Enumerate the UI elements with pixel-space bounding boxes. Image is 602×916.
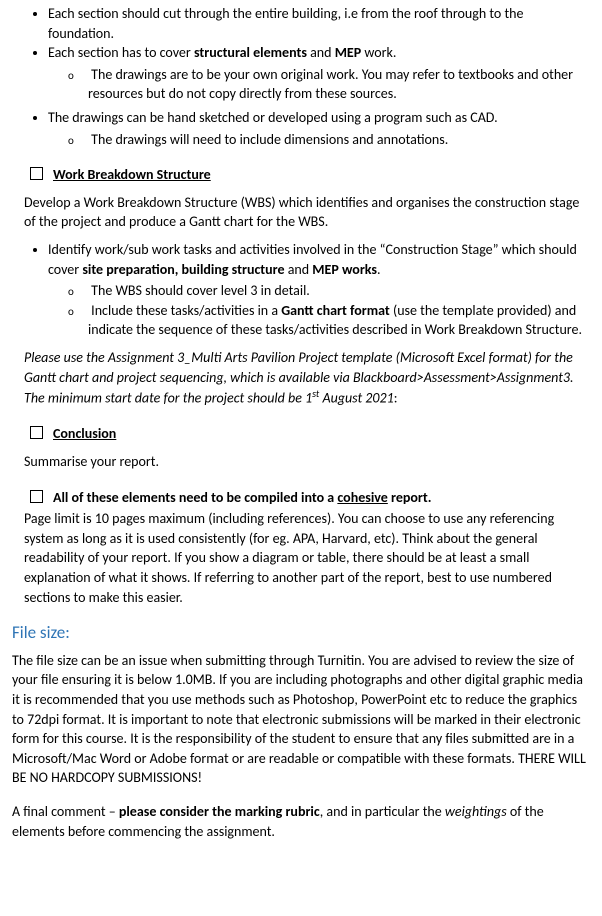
- sub-bullet-text: The drawings will need to include dimens…: [91, 131, 448, 148]
- checkbox-icon: [30, 490, 43, 503]
- sub-bullet-list: The drawings will need to include dimens…: [48, 130, 590, 150]
- checkbox-icon: [30, 426, 43, 439]
- document-page: Each section should cut through the enti…: [0, 0, 602, 869]
- section-heading-compile: All of these elements need to be compile…: [12, 488, 590, 508]
- heading-text: Conclusion: [53, 425, 116, 442]
- heading-text-a: All of these elements need to be compile…: [53, 489, 337, 506]
- bold-text: structural elements: [194, 44, 307, 61]
- sub-bullet-list: The WBS should cover level 3 in detail. …: [48, 281, 590, 340]
- bold-text: site preparation, building structure: [82, 261, 284, 278]
- bullet-text: .: [377, 261, 381, 278]
- bullet-text: and: [285, 261, 313, 278]
- bold-text: MEP works: [312, 261, 377, 278]
- bullet-item: The drawings can be hand sketched or dev…: [48, 108, 590, 149]
- sub-bullet-text: The WBS should cover level 3 in detail.: [91, 282, 310, 299]
- sub-bullet-item: The drawings are to be your own original…: [88, 65, 590, 104]
- bullet-text: and: [307, 44, 335, 61]
- bold-text: Gantt chart format: [281, 302, 390, 319]
- heading-text-b: report.: [388, 489, 432, 506]
- sub-bullet-text: Include these tasks/activities in a: [91, 302, 281, 319]
- sub-bullet-item: Include these tasks/activities in a Gant…: [88, 301, 590, 340]
- wbs-paragraph: Develop a Work Breakdown Structure (WBS)…: [24, 193, 590, 232]
- section-heading-wbs: Work Breakdown Structure: [12, 165, 590, 185]
- heading-text: Work Breakdown Structure: [53, 166, 211, 183]
- note-colon: :: [394, 390, 398, 407]
- final-text: A final comment –: [12, 803, 119, 820]
- final-text: , and in particular the: [320, 803, 445, 820]
- heading-underline: cohesive: [337, 489, 387, 506]
- bullet-text: Each section has to cover: [48, 44, 194, 61]
- sub-bullet-item: The drawings will need to include dimens…: [88, 130, 590, 150]
- sub-bullet-item: The WBS should cover level 3 in detail.: [88, 281, 590, 301]
- bold-text: please consider the marking rubric: [119, 803, 320, 820]
- file-size-heading: File size:: [12, 621, 590, 645]
- bullet-item: Identify work/sub work tasks and activit…: [48, 240, 590, 340]
- final-comment: A final comment – please consider the ma…: [12, 802, 590, 841]
- note-text: August 2021: [319, 390, 393, 407]
- bullet-text: Each section should cut through the enti…: [48, 5, 524, 42]
- conclusion-paragraph: Summarise your report.: [24, 452, 590, 472]
- bold-text: MEP: [335, 44, 362, 61]
- top-bullet-list: Each section should cut through the enti…: [12, 4, 590, 149]
- wbs-note: Please use the Assignment 3_Multi Arts P…: [24, 348, 590, 408]
- file-size-paragraph: The file size can be an issue when submi…: [12, 651, 590, 788]
- bullet-text: work.: [361, 44, 396, 61]
- sub-bullet-list: The drawings are to be your own original…: [48, 65, 590, 104]
- bullet-item: Each section should cut through the enti…: [48, 4, 590, 43]
- wbs-bullet-list: Identify work/sub work tasks and activit…: [12, 240, 590, 340]
- bullet-text: The drawings can be hand sketched or dev…: [48, 109, 498, 126]
- section-heading-conclusion: Conclusion: [12, 424, 590, 444]
- note-text: Please use the Assignment 3_Multi Arts P…: [24, 349, 574, 407]
- italic-text: weightings: [445, 803, 507, 820]
- bullet-item: Each section has to cover structural ele…: [48, 43, 590, 104]
- compile-paragraph: Page limit is 10 pages maximum (includin…: [24, 509, 590, 607]
- sub-bullet-text: The drawings are to be your own original…: [88, 66, 573, 103]
- checkbox-icon: [30, 167, 43, 180]
